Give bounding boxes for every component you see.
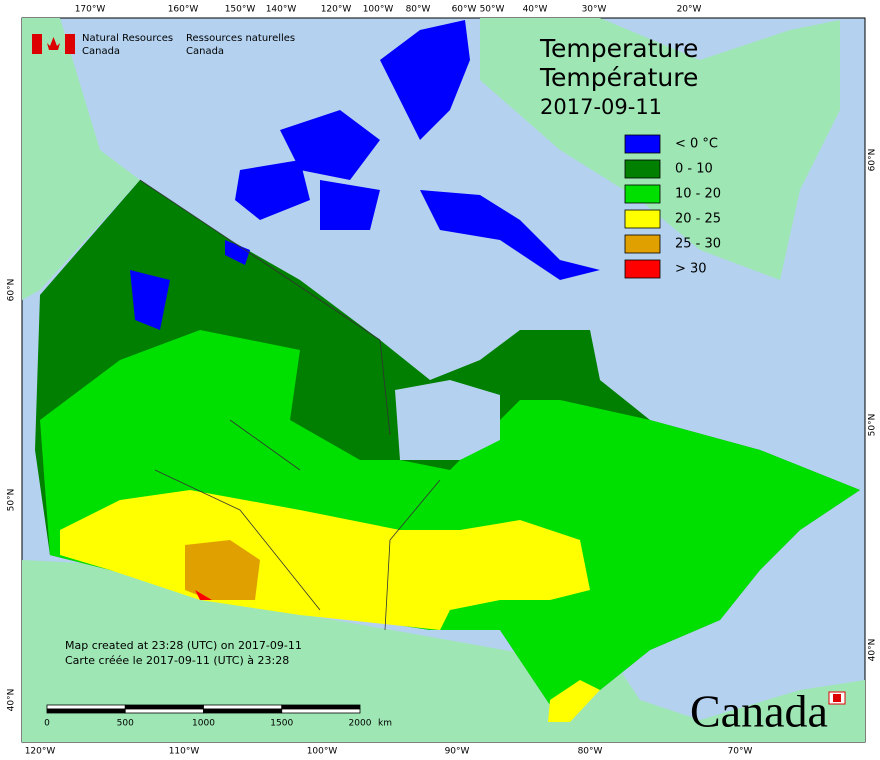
scale-segment [203,708,283,714]
flag-bar [65,34,75,54]
maple-leaf [47,37,60,50]
scale-unit: km [378,719,392,729]
longitude-label: 120°W [25,747,56,757]
longitude-label: 100°W [363,5,394,15]
scale-label: 500 [117,719,134,729]
longitude-label: 150°W [225,5,256,15]
wordmark: Canada [690,686,846,737]
scale-segment [46,708,126,714]
legend-label: < 0 °C [675,137,718,152]
longitude-label: 140°W [266,5,297,15]
longitude-label: 110°W [169,747,200,757]
org-name: Canada [82,46,120,57]
graticule-labels: 170°W 160°W 150°W 140°W 120°W 100°W 80°W 60°W 50… [7,5,878,757]
legend-swatch [624,159,661,179]
zone-25-30 [185,540,260,600]
flag-bar [32,34,42,54]
title: Température [539,63,698,92]
scale-segment [203,704,283,710]
org-name: Natural Resources [82,33,173,44]
longitude-label: 60°W [452,5,477,15]
title: Temperature [539,34,698,63]
scale-segment [124,708,204,714]
legend-label: > 30 [675,262,707,277]
province-borders [139,179,441,631]
alaska [22,18,140,300]
legend-swatch [624,234,661,254]
legend-swatch [624,134,661,154]
longitude-label: 100°W [307,747,338,757]
scale-label: 1000 [192,719,215,729]
zone-below-0 [130,20,600,330]
org-name: Canada [186,46,224,57]
longitude-label: 160°W [168,5,199,15]
longitude-label: 30°W [582,5,607,15]
zone-20-25 [60,490,590,630]
longitude-label: 20°W [677,5,702,15]
legend-label: 10 - 20 [675,187,721,202]
legend: < 0 °C 0 - 10 10 - 20 20 - 25 25 - 30 > 30 [624,134,721,279]
longitude-label: 50°W [480,5,505,15]
longitude-label: 80°W [406,5,431,15]
date: 2017-09-11 [540,95,662,119]
longitude-label: 70°W [728,747,753,757]
hudson-bay [395,380,500,460]
latitude-label: 60°N [868,149,878,172]
latitude-label: 40°N [7,689,17,712]
longitude-label: 120°W [321,5,352,15]
legend-label: 0 - 10 [675,162,713,177]
latitude-label: 50°N [868,414,878,437]
legend-label: 25 - 30 [675,237,721,252]
scale-label: 0 [44,719,50,729]
legend-swatch [624,259,661,279]
wordmark-flag [833,694,841,702]
zone-10-20 [40,330,860,720]
wordmark-text: Canada [690,686,828,737]
footer-note: Carte créée le 2017-09-11 (UTC) à 23:28 [65,654,289,667]
scale-segment [46,704,126,710]
nrcan-header: Natural Resources Canada Ressources natu… [32,33,295,57]
longitude-label: 40°W [523,5,548,15]
legend-swatch [624,184,661,204]
longitude-label: 170°W [75,5,106,15]
legend-swatch [624,209,661,229]
scale-segment [281,708,361,714]
latitude-label: 50°N [7,489,17,512]
map [21,17,866,743]
scale-label: 2000 [349,719,372,729]
longitude-label: 80°W [578,747,603,757]
longitude-label: 90°W [445,747,470,757]
scale-segment [281,704,361,710]
zone-above-30 [195,590,212,600]
legend-label: 20 - 25 [675,212,721,227]
latitude-label: 40°N [868,639,878,662]
scale-label: 1500 [270,719,293,729]
scale-bar: 0 500 1000 1500 2000 km [44,704,392,729]
united-states [22,560,865,742]
footer-note: Map created at 23:28 (UTC) on 2017-09-11 [65,639,302,652]
org-name: Ressources naturelles [186,33,295,44]
scale-segment [124,704,204,710]
zone-south-ontario [548,680,600,722]
latitude-label: 60°N [7,279,17,302]
